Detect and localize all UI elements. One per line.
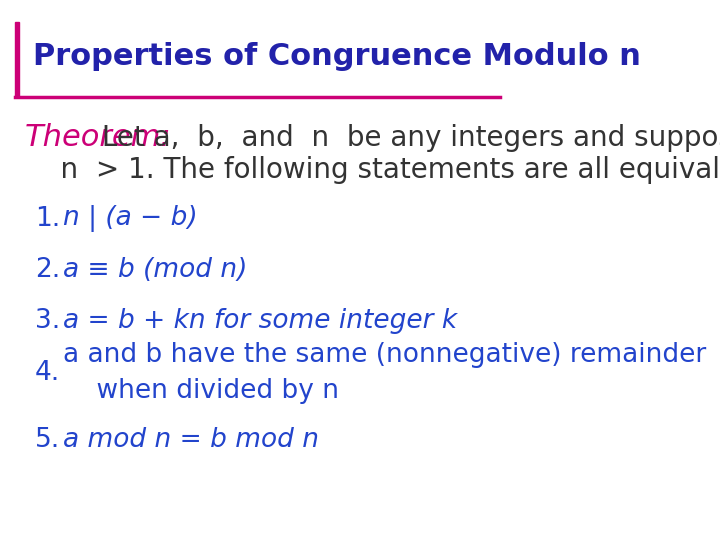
Text: Theorem:: Theorem:: [25, 123, 171, 152]
Text: Let a,  b,  and  n  be any integers and suppose: Let a, b, and n be any integers and supp…: [93, 124, 720, 152]
Text: a and b have the same (nonnegative) remainder
    when divided by n: a and b have the same (nonnegative) rema…: [63, 342, 706, 403]
Text: a ≡ b (mod n): a ≡ b (mod n): [63, 257, 247, 283]
Text: n  > 1. The following statements are all equivalent:: n > 1. The following statements are all …: [25, 156, 720, 184]
Bar: [15, 22, 19, 97]
Text: 4.: 4.: [35, 360, 60, 386]
Text: 3.: 3.: [35, 308, 60, 334]
Text: 1.: 1.: [35, 206, 60, 232]
Text: a = b + kn for some integer k: a = b + kn for some integer k: [63, 308, 456, 334]
Text: Properties of Congruence Modulo n: Properties of Congruence Modulo n: [32, 42, 640, 71]
Text: n | (a − b): n | (a − b): [63, 205, 197, 232]
Text: 5.: 5.: [35, 427, 60, 453]
Text: 2.: 2.: [35, 257, 60, 283]
Text: a mod n = b mod n: a mod n = b mod n: [63, 427, 318, 453]
